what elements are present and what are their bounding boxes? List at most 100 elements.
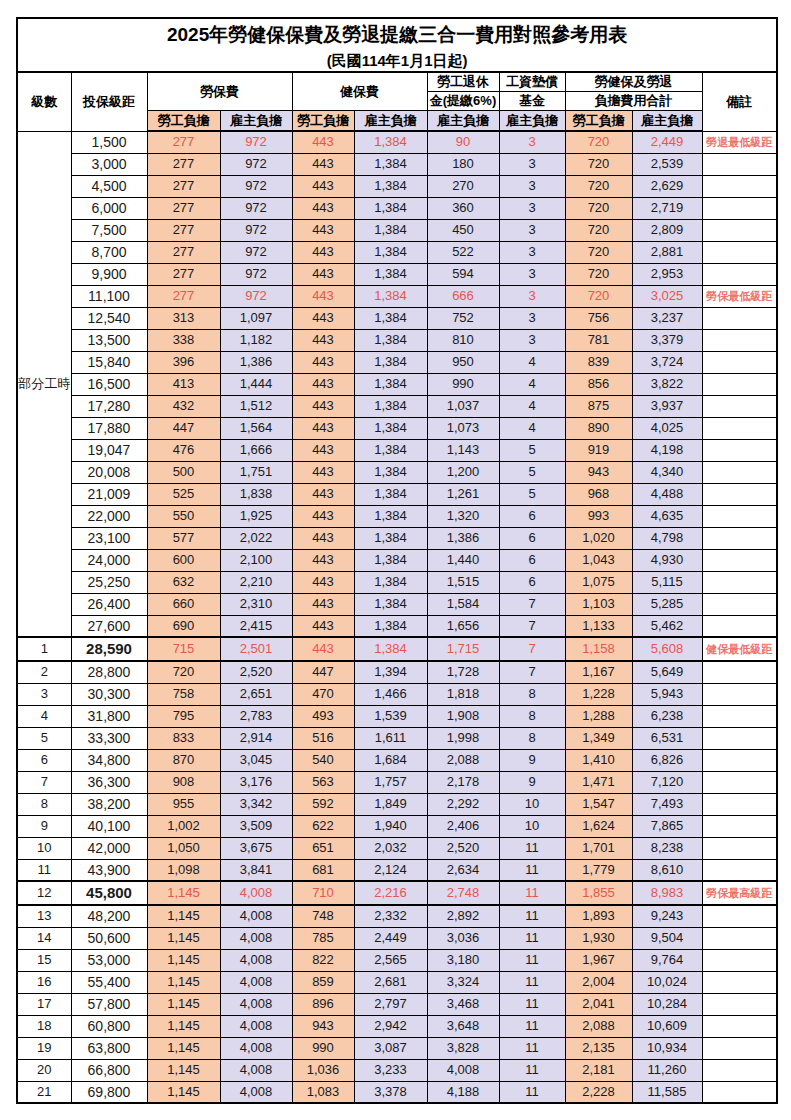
labor-fee-employer-cell: 4,008 [220, 1037, 292, 1059]
health-fee-employer-cell: 2,449 [354, 927, 427, 949]
total-employee-cell: 2,135 [565, 1037, 632, 1059]
total-employer-cell: 4,798 [632, 527, 702, 549]
pension-employer-cell: 2,406 [427, 815, 499, 837]
pension-employer-cell: 180 [427, 153, 499, 175]
labor-fee-employee-cell: 1,145 [147, 993, 220, 1015]
labor-fee-employer-cell: 3,176 [220, 771, 292, 793]
labor-fee-employer-cell: 972 [220, 197, 292, 219]
total-employer-cell: 3,822 [632, 373, 702, 395]
pension-employer-cell: 3,180 [427, 949, 499, 971]
health-fee-employer-cell: 1,384 [354, 571, 427, 593]
wage-fund-employer-cell: 6 [499, 505, 565, 527]
wage-fund-employer-cell: 8 [499, 705, 565, 727]
remark-cell [702, 197, 777, 219]
health-fee-employee-cell: 443 [292, 219, 354, 241]
remark-cell [702, 461, 777, 483]
health-fee-employee-cell: 443 [292, 241, 354, 263]
labor-fee-employee-cell: 1,050 [147, 837, 220, 859]
labor-fee-employee-cell: 833 [147, 727, 220, 749]
remark-cell [702, 549, 777, 571]
labor-fee-employee-cell: 1,145 [147, 1015, 220, 1037]
total-employer-cell: 3,237 [632, 307, 702, 329]
total-employer-cell: 3,379 [632, 329, 702, 351]
pension-employer-cell: 1,908 [427, 705, 499, 727]
health-fee-employer-cell: 1,384 [354, 461, 427, 483]
remark-cell [702, 837, 777, 859]
labor-fee-employee-cell: 1,145 [147, 1081, 220, 1103]
labor-fee-employee-cell: 1,145 [147, 1037, 220, 1059]
salary-bracket-cell: 17,280 [71, 395, 147, 417]
wage-fund-employer-cell: 4 [499, 417, 565, 439]
total-employee-cell: 1,288 [565, 705, 632, 727]
total-employer-cell: 8,983 [632, 881, 702, 905]
level-cell: 11 [17, 859, 71, 881]
labor-fee-employee-cell: 600 [147, 549, 220, 571]
total-employer-cell: 2,719 [632, 197, 702, 219]
remark-cell [702, 705, 777, 727]
table-row: 12,5403131,0974431,38475237563,237 [17, 307, 777, 329]
labor-fee-employer-cell: 972 [220, 219, 292, 241]
labor-fee-employee-cell: 577 [147, 527, 220, 549]
total-employee-cell: 720 [565, 197, 632, 219]
header-salary-bracket: 投保級距 [71, 72, 147, 131]
total-employer-cell: 10,284 [632, 993, 702, 1015]
labor-fee-employee-cell: 1,145 [147, 949, 220, 971]
labor-fee-employee-cell: 660 [147, 593, 220, 615]
header-labor-employer: 雇主負擔 [220, 111, 292, 132]
salary-bracket-cell: 15,840 [71, 351, 147, 373]
labor-fee-employer-cell: 1,512 [220, 395, 292, 417]
total-employer-cell: 3,937 [632, 395, 702, 417]
remark-cell [702, 417, 777, 439]
labor-fee-employer-cell: 1,925 [220, 505, 292, 527]
labor-fee-employee-cell: 338 [147, 329, 220, 351]
pension-employer-cell: 1,386 [427, 527, 499, 549]
salary-bracket-cell: 27,600 [71, 615, 147, 637]
page-subtitle: (民國114年1月1日起) [20, 50, 774, 71]
health-fee-employer-cell: 2,565 [354, 949, 427, 971]
table-row: 330,3007582,6514701,4661,81881,2285,943 [17, 683, 777, 705]
health-fee-employer-cell: 1,384 [354, 131, 427, 153]
wage-fund-employer-cell: 9 [499, 749, 565, 771]
wage-fund-employer-cell: 11 [499, 1081, 565, 1103]
header-total-line1: 勞健保及勞退 [565, 72, 702, 92]
health-fee-employer-cell: 1,684 [354, 749, 427, 771]
labor-fee-employer-cell: 972 [220, 153, 292, 175]
table-row: 1757,8001,1454,0088962,7973,468112,04110… [17, 993, 777, 1015]
remark-cell: 健保最低級距 [702, 637, 777, 661]
pension-employer-cell: 1,818 [427, 683, 499, 705]
table-title-cell: 2025年勞健保保費及勞退提繳三合一費用對照參考用表 (民國114年1月1日起) [17, 18, 777, 72]
salary-bracket-cell: 34,800 [71, 749, 147, 771]
total-employer-cell: 4,025 [632, 417, 702, 439]
level-cell: 19 [17, 1037, 71, 1059]
title-row: 2025年勞健保保費及勞退提繳三合一費用對照參考用表 (民國114年1月1日起) [17, 18, 777, 72]
total-employer-cell: 6,238 [632, 705, 702, 727]
level-cell: 15 [17, 949, 71, 971]
part-time-merged-cell: 部分工時 [17, 131, 71, 637]
total-employer-cell: 6,826 [632, 749, 702, 771]
health-fee-employee-cell: 710 [292, 881, 354, 905]
total-employee-cell: 1,893 [565, 905, 632, 927]
labor-fee-employer-cell: 2,415 [220, 615, 292, 637]
labor-fee-employee-cell: 870 [147, 749, 220, 771]
header-health-insurance-group: 健保費 [292, 72, 427, 111]
labor-fee-employer-cell: 1,751 [220, 461, 292, 483]
total-employee-cell: 1,547 [565, 793, 632, 815]
total-employee-cell: 2,228 [565, 1081, 632, 1103]
remark-cell [702, 153, 777, 175]
labor-fee-employee-cell: 1,145 [147, 1059, 220, 1081]
salary-bracket-cell: 48,200 [71, 905, 147, 927]
remark-cell [702, 771, 777, 793]
wage-fund-employer-cell: 5 [499, 461, 565, 483]
total-employee-cell: 756 [565, 307, 632, 329]
remark-cell [702, 439, 777, 461]
health-fee-employer-cell: 1,384 [354, 175, 427, 197]
labor-fee-employer-cell: 2,501 [220, 637, 292, 661]
labor-fee-employee-cell: 277 [147, 285, 220, 307]
labor-fee-employer-cell: 2,914 [220, 727, 292, 749]
total-employer-cell: 4,635 [632, 505, 702, 527]
labor-fee-employer-cell: 2,520 [220, 661, 292, 683]
labor-fee-employee-cell: 277 [147, 219, 220, 241]
level-cell: 10 [17, 837, 71, 859]
table-row: 19,0474761,6664431,3841,14359194,198 [17, 439, 777, 461]
salary-bracket-cell: 40,100 [71, 815, 147, 837]
